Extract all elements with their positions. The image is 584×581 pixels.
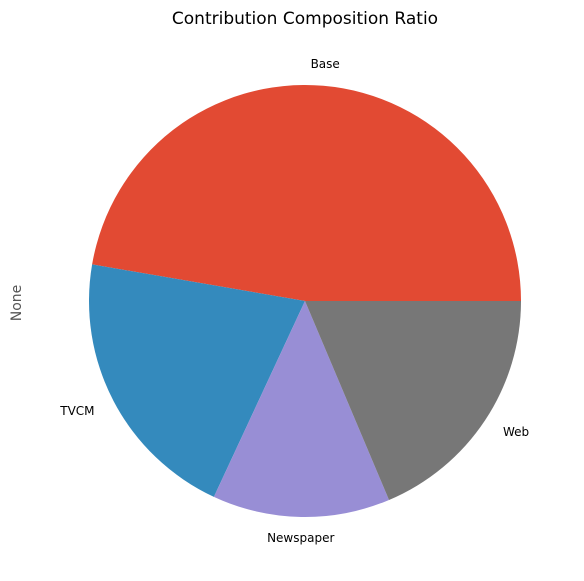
y-axis-label: None <box>9 285 25 322</box>
chart-title: Contribution Composition Ratio <box>172 9 438 29</box>
pie-labels: Base TVCM Newspaper Web <box>59 57 529 545</box>
pie-label-base: Base <box>311 57 340 71</box>
pie-slice-web <box>305 301 521 500</box>
pie-slice-base <box>92 84 522 301</box>
pie-slice-tvcm <box>89 264 305 497</box>
pie-slices <box>89 84 522 517</box>
pie-label-newspaper: Newspaper <box>267 531 334 545</box>
pie-label-tvcm: TVCM <box>59 404 94 418</box>
pie-slice-newspaper <box>213 301 390 517</box>
pie-label-web: Web <box>503 425 529 439</box>
